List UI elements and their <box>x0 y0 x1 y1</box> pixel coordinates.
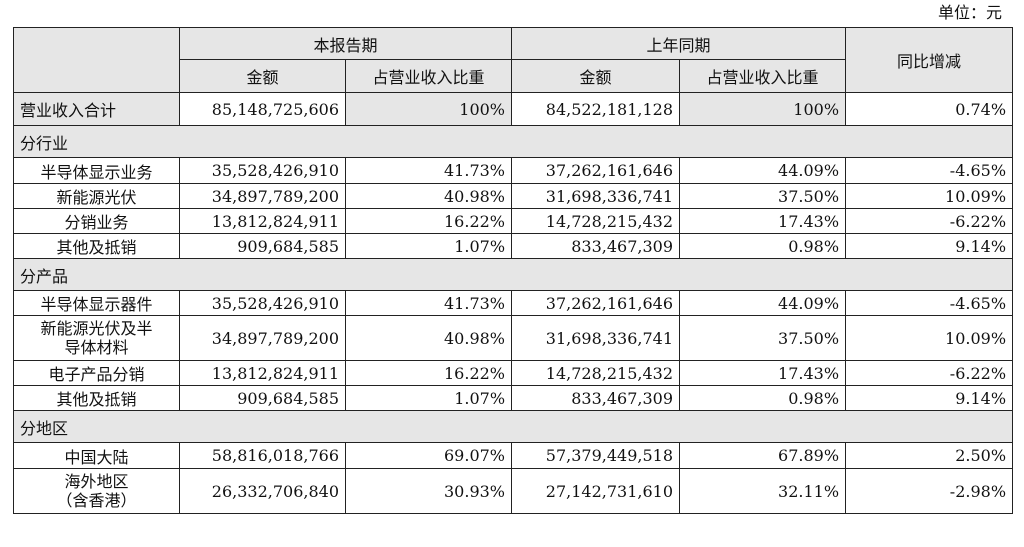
row-share: 41.73% <box>344 157 513 184</box>
row-prior-share: 0.98% <box>679 233 847 259</box>
total-prior-amount: 84,522,181,128 <box>511 92 681 126</box>
row-label: 半导体显示业务 <box>13 157 180 184</box>
row-label-line2: 导体材料 <box>64 338 129 357</box>
total-share: 100% <box>344 92 513 126</box>
header-row-1: 本报告期 上年同期 同比增减 <box>13 27 1014 93</box>
row-prior-share: 37.50% <box>679 183 847 209</box>
table-row: 分销业务 13,812,824,911 16.22% 14,728,215,43… <box>13 208 1014 234</box>
row-yoy: 10.09% <box>845 183 1014 209</box>
section-row-product: 分产品 <box>12 258 1014 291</box>
row-share: 16.22% <box>344 208 513 234</box>
header-yoy-change: 同比增减 <box>845 27 1014 93</box>
row-amount: 26,332,706,840 <box>179 468 346 514</box>
row-prior-share: 17.43% <box>679 360 847 386</box>
unit-label: 单位：元 <box>937 3 1002 22</box>
row-label: 新能源光伏及半 导体材料 <box>13 315 180 361</box>
row-yoy: 2.50% <box>845 442 1014 469</box>
row-label-line2: （含香港） <box>56 491 137 510</box>
row-share: 40.98% <box>344 315 513 361</box>
row-prior-amount: 37,262,161,646 <box>511 157 681 184</box>
row-amount: 13,812,824,911 <box>179 208 346 234</box>
row-amount: 13,812,824,911 <box>179 360 346 386</box>
row-amount: 909,684,585 <box>179 233 346 259</box>
row-prior-share: 32.11% <box>679 468 847 514</box>
row-prior-share: 44.09% <box>679 157 847 184</box>
row-prior-amount: 14,728,215,432 <box>511 360 681 386</box>
row-prior-amount: 27,142,731,610 <box>511 468 681 514</box>
table-row: 其他及抵销 909,684,585 1.07% 833,467,309 0.98… <box>13 385 1014 411</box>
row-share: 1.07% <box>344 385 513 411</box>
row-yoy: 10.09% <box>845 315 1014 361</box>
row-yoy: -4.65% <box>845 157 1014 184</box>
row-label: 海外地区 （含香港） <box>13 468 180 514</box>
row-label: 分销业务 <box>13 208 180 234</box>
row-share: 1.07% <box>344 233 513 259</box>
header-prior-period: 上年同期 <box>511 27 847 60</box>
row-amount: 35,528,426,910 <box>179 290 346 316</box>
row-yoy: -2.98% <box>845 468 1014 514</box>
row-label-line1: 新能源光伏及半 <box>40 319 153 338</box>
row-label-line1: 海外地区 <box>64 472 129 491</box>
header-amount: 金额 <box>179 59 346 93</box>
header-prior-share: 占营业收入比重 <box>679 59 847 93</box>
table-row: 中国大陆 58,816,018,766 69.07% 57,379,449,51… <box>13 442 1014 469</box>
section-title: 分产品 <box>12 258 1014 291</box>
row-share: 16.22% <box>344 360 513 386</box>
row-prior-share: 67.89% <box>679 442 847 469</box>
row-share: 40.98% <box>344 183 513 209</box>
row-yoy: -4.65% <box>845 290 1014 316</box>
section-title: 分行业 <box>12 125 1014 158</box>
table-row: 新能源光伏 34,897,789,200 40.98% 31,698,336,7… <box>13 183 1014 209</box>
row-label: 其他及抵销 <box>13 385 180 411</box>
table-row: 新能源光伏及半 导体材料 34,897,789,200 40.98% 31,69… <box>13 315 1014 361</box>
table-row: 半导体显示器件 35,528,426,910 41.73% 37,262,161… <box>13 290 1014 316</box>
row-prior-share: 0.98% <box>679 385 847 411</box>
revenue-breakdown-table: 本报告期 上年同期 同比增减 金额 占营业收入比重 金额 占营业收入比重 营业收… <box>12 27 1014 514</box>
total-row: 营业收入合计 85,148,725,606 100% 84,522,181,12… <box>13 92 1014 126</box>
row-prior-share: 44.09% <box>679 290 847 316</box>
row-yoy: 9.14% <box>845 233 1014 259</box>
row-prior-amount: 31,698,336,741 <box>511 315 681 361</box>
row-prior-amount: 37,262,161,646 <box>511 290 681 316</box>
row-amount: 909,684,585 <box>179 385 346 411</box>
row-prior-amount: 14,728,215,432 <box>511 208 681 234</box>
row-prior-share: 37.50% <box>679 315 847 361</box>
row-label: 电子产品分销 <box>13 360 180 386</box>
total-prior-share: 100% <box>679 92 847 126</box>
table-row: 电子产品分销 13,812,824,911 16.22% 14,728,215,… <box>13 360 1014 386</box>
section-title: 分地区 <box>12 410 1014 443</box>
row-prior-amount: 57,379,449,518 <box>511 442 681 469</box>
header-blank-cell <box>13 27 180 93</box>
header-share: 占营业收入比重 <box>344 59 513 93</box>
row-share: 69.07% <box>344 442 513 469</box>
row-prior-amount: 833,467,309 <box>511 385 681 411</box>
table-row: 其他及抵销 909,684,585 1.07% 833,467,309 0.98… <box>13 233 1014 259</box>
section-row-region: 分地区 <box>12 410 1014 443</box>
row-share: 30.93% <box>344 468 513 514</box>
row-yoy: 9.14% <box>845 385 1014 411</box>
table-row: 海外地区 （含香港） 26,332,706,840 30.93% 27,142,… <box>13 468 1014 514</box>
row-label: 新能源光伏 <box>13 183 180 209</box>
header-prior-amount: 金额 <box>511 59 681 93</box>
total-label: 营业收入合计 <box>13 92 180 126</box>
row-yoy: -6.22% <box>845 360 1014 386</box>
section-row-industry: 分行业 <box>12 125 1014 158</box>
row-amount: 58,816,018,766 <box>179 442 346 469</box>
header-current-period: 本报告期 <box>178 27 513 60</box>
row-amount: 35,528,426,910 <box>179 157 346 184</box>
table-row: 半导体显示业务 35,528,426,910 41.73% 37,262,161… <box>13 157 1014 184</box>
total-yoy: 0.74% <box>845 92 1014 126</box>
row-label: 半导体显示器件 <box>13 290 180 316</box>
header-row-2: 金额 占营业收入比重 金额 占营业收入比重 <box>14 59 1013 93</box>
row-yoy: -6.22% <box>845 208 1014 234</box>
total-amount: 85,148,725,606 <box>179 92 346 126</box>
row-prior-amount: 31,698,336,741 <box>511 183 681 209</box>
row-prior-amount: 833,467,309 <box>511 233 681 259</box>
row-amount: 34,897,789,200 <box>179 183 346 209</box>
row-prior-share: 17.43% <box>679 208 847 234</box>
row-label: 其他及抵销 <box>13 233 180 259</box>
row-amount: 34,897,789,200 <box>179 315 346 361</box>
row-label: 中国大陆 <box>13 442 180 469</box>
row-share: 41.73% <box>344 290 513 316</box>
